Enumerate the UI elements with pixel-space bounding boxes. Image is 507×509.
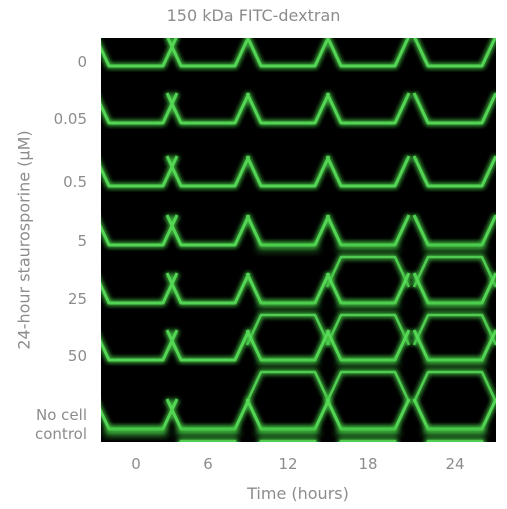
dextran-haze xyxy=(257,427,319,436)
column-label: 18 xyxy=(358,455,378,473)
dextran-haze xyxy=(424,301,486,310)
channel-outline xyxy=(101,91,496,126)
channel-outline-lower xyxy=(412,255,496,288)
row-label: No cell control xyxy=(35,406,87,443)
channel-outline-lower xyxy=(325,255,411,288)
y-axis-label: 24-hour staurosporine (µM) xyxy=(14,130,34,350)
channel-outline xyxy=(101,398,496,431)
dextran-haze xyxy=(337,358,399,367)
grid-image xyxy=(101,38,496,442)
channel-outline-lower xyxy=(325,313,411,346)
column-label: 12 xyxy=(278,455,298,473)
figure-title: 150 kDa FITC-dextran xyxy=(166,6,341,25)
channel-outline-lower xyxy=(412,313,496,346)
row-label: 5 xyxy=(77,231,87,250)
row-label: 50 xyxy=(67,346,87,365)
channel-outline xyxy=(101,38,496,68)
dextran-haze xyxy=(424,243,486,252)
channel-outline-lower xyxy=(245,370,331,403)
channel-outline-lower xyxy=(245,313,331,346)
row-label: 0.5 xyxy=(63,172,87,191)
channel-outline xyxy=(101,213,496,248)
row-label: 0.05 xyxy=(53,109,87,128)
channel-outline-lower xyxy=(339,439,397,442)
column-label: 0 xyxy=(131,455,141,473)
dextran-haze xyxy=(257,243,319,252)
channel-outline xyxy=(101,328,496,363)
column-label: 24 xyxy=(445,455,465,473)
channel-outline xyxy=(101,155,496,188)
channel-outline xyxy=(101,271,496,306)
channel-outline xyxy=(101,329,496,362)
dextran-haze xyxy=(424,358,486,367)
channel-outline xyxy=(101,92,496,125)
channel-outline xyxy=(101,272,496,305)
dextran-haze xyxy=(257,301,319,310)
dextran-haze xyxy=(337,243,399,252)
row-label: 25 xyxy=(67,289,87,308)
channel-outline xyxy=(101,397,496,432)
dextran-haze xyxy=(177,427,239,436)
channel-outline xyxy=(101,214,496,247)
channel-outline-lower xyxy=(179,439,237,442)
dextran-haze xyxy=(257,358,319,367)
dextran-haze xyxy=(337,301,399,310)
channel-outline-lower xyxy=(426,439,484,442)
x-axis-label: Time (hours) xyxy=(247,484,349,503)
dextran-haze xyxy=(105,427,167,436)
channel-outline xyxy=(101,38,496,69)
channel-outline-lower xyxy=(325,370,411,403)
channel-outline-lower xyxy=(259,439,317,442)
channel-outline-lower xyxy=(412,370,496,403)
dextran-haze xyxy=(337,427,399,436)
dextran-haze xyxy=(424,427,486,436)
channel-outline xyxy=(101,154,496,189)
microscopy-grid xyxy=(101,38,496,442)
column-label: 6 xyxy=(203,455,213,473)
row-label: 0 xyxy=(77,52,87,71)
